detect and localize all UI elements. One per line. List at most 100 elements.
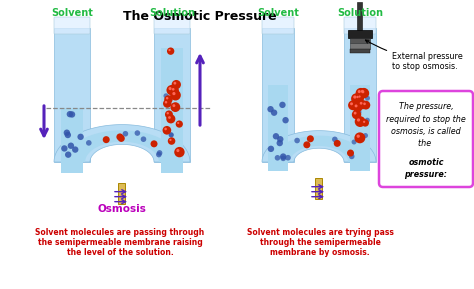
Circle shape xyxy=(347,149,354,157)
FancyBboxPatch shape xyxy=(350,43,370,49)
Circle shape xyxy=(157,150,163,156)
Circle shape xyxy=(303,141,310,148)
Circle shape xyxy=(175,150,180,155)
Circle shape xyxy=(332,137,337,142)
Circle shape xyxy=(169,139,172,141)
Circle shape xyxy=(173,92,175,95)
Text: The Osmotic Pressure: The Osmotic Pressure xyxy=(123,10,277,23)
Circle shape xyxy=(168,116,171,119)
FancyBboxPatch shape xyxy=(268,85,288,162)
Circle shape xyxy=(169,133,174,138)
Circle shape xyxy=(164,95,173,104)
Circle shape xyxy=(357,118,360,122)
Text: External pressure
to stop osmosis.: External pressure to stop osmosis. xyxy=(365,40,463,71)
Circle shape xyxy=(172,88,174,91)
FancyBboxPatch shape xyxy=(350,49,370,53)
Circle shape xyxy=(357,94,365,101)
Polygon shape xyxy=(64,130,180,162)
Polygon shape xyxy=(271,136,367,162)
FancyBboxPatch shape xyxy=(357,2,363,30)
Circle shape xyxy=(117,134,123,140)
Circle shape xyxy=(163,99,172,108)
Circle shape xyxy=(283,117,289,123)
Circle shape xyxy=(164,128,167,130)
Circle shape xyxy=(135,130,140,136)
FancyBboxPatch shape xyxy=(61,160,83,173)
Text: Solvent molecules are trying pass: Solvent molecules are trying pass xyxy=(246,228,393,237)
Circle shape xyxy=(65,151,72,158)
FancyBboxPatch shape xyxy=(316,178,322,199)
Circle shape xyxy=(351,93,362,104)
FancyBboxPatch shape xyxy=(268,160,288,171)
Circle shape xyxy=(279,102,286,108)
Circle shape xyxy=(355,94,363,102)
Circle shape xyxy=(173,104,175,107)
Circle shape xyxy=(118,135,125,142)
Circle shape xyxy=(170,86,179,95)
Circle shape xyxy=(167,47,174,55)
Circle shape xyxy=(276,140,283,146)
FancyBboxPatch shape xyxy=(118,183,126,204)
Circle shape xyxy=(363,121,365,123)
Circle shape xyxy=(294,138,300,143)
FancyBboxPatch shape xyxy=(161,48,183,162)
Circle shape xyxy=(69,111,75,118)
Circle shape xyxy=(307,135,314,142)
Circle shape xyxy=(360,88,369,98)
Circle shape xyxy=(356,135,360,138)
Circle shape xyxy=(273,133,279,140)
Circle shape xyxy=(365,118,370,123)
Circle shape xyxy=(277,136,283,142)
Circle shape xyxy=(72,147,78,153)
Circle shape xyxy=(268,146,274,152)
Text: Solution: Solution xyxy=(337,8,383,18)
Circle shape xyxy=(362,119,369,127)
Text: the semipermeable membrane raising: the semipermeable membrane raising xyxy=(37,238,202,247)
Circle shape xyxy=(166,85,177,95)
Circle shape xyxy=(77,134,84,140)
Circle shape xyxy=(360,102,363,105)
Circle shape xyxy=(365,96,370,101)
FancyBboxPatch shape xyxy=(262,28,294,162)
FancyBboxPatch shape xyxy=(350,85,370,162)
Circle shape xyxy=(169,132,173,137)
Circle shape xyxy=(363,133,368,138)
Circle shape xyxy=(358,100,367,109)
Circle shape xyxy=(166,112,169,114)
Circle shape xyxy=(176,121,182,126)
Circle shape xyxy=(171,102,180,112)
Circle shape xyxy=(271,110,277,116)
Circle shape xyxy=(170,90,181,101)
Circle shape xyxy=(285,155,291,160)
Circle shape xyxy=(349,154,355,159)
Circle shape xyxy=(164,93,168,98)
Circle shape xyxy=(172,80,181,89)
Text: Osmosis: Osmosis xyxy=(98,204,146,214)
Circle shape xyxy=(168,49,171,51)
Circle shape xyxy=(355,104,357,108)
Circle shape xyxy=(356,96,359,98)
Circle shape xyxy=(166,97,168,99)
Circle shape xyxy=(166,114,175,123)
Circle shape xyxy=(281,155,286,161)
Circle shape xyxy=(358,90,361,93)
Circle shape xyxy=(353,95,356,99)
FancyBboxPatch shape xyxy=(161,160,183,173)
Circle shape xyxy=(168,137,175,145)
Circle shape xyxy=(176,149,180,152)
Circle shape xyxy=(359,88,369,98)
Text: Solvent: Solvent xyxy=(257,8,299,18)
FancyBboxPatch shape xyxy=(348,30,372,38)
FancyBboxPatch shape xyxy=(61,108,83,162)
Circle shape xyxy=(353,98,358,103)
Circle shape xyxy=(355,132,365,143)
Circle shape xyxy=(175,105,180,110)
Text: through the semipermeable: through the semipermeable xyxy=(260,238,381,247)
FancyBboxPatch shape xyxy=(54,17,90,34)
Circle shape xyxy=(141,136,146,142)
FancyBboxPatch shape xyxy=(350,160,370,171)
Circle shape xyxy=(176,121,183,128)
Circle shape xyxy=(169,87,172,90)
FancyBboxPatch shape xyxy=(350,38,370,43)
Text: membrane by osmosis.: membrane by osmosis. xyxy=(270,248,370,257)
